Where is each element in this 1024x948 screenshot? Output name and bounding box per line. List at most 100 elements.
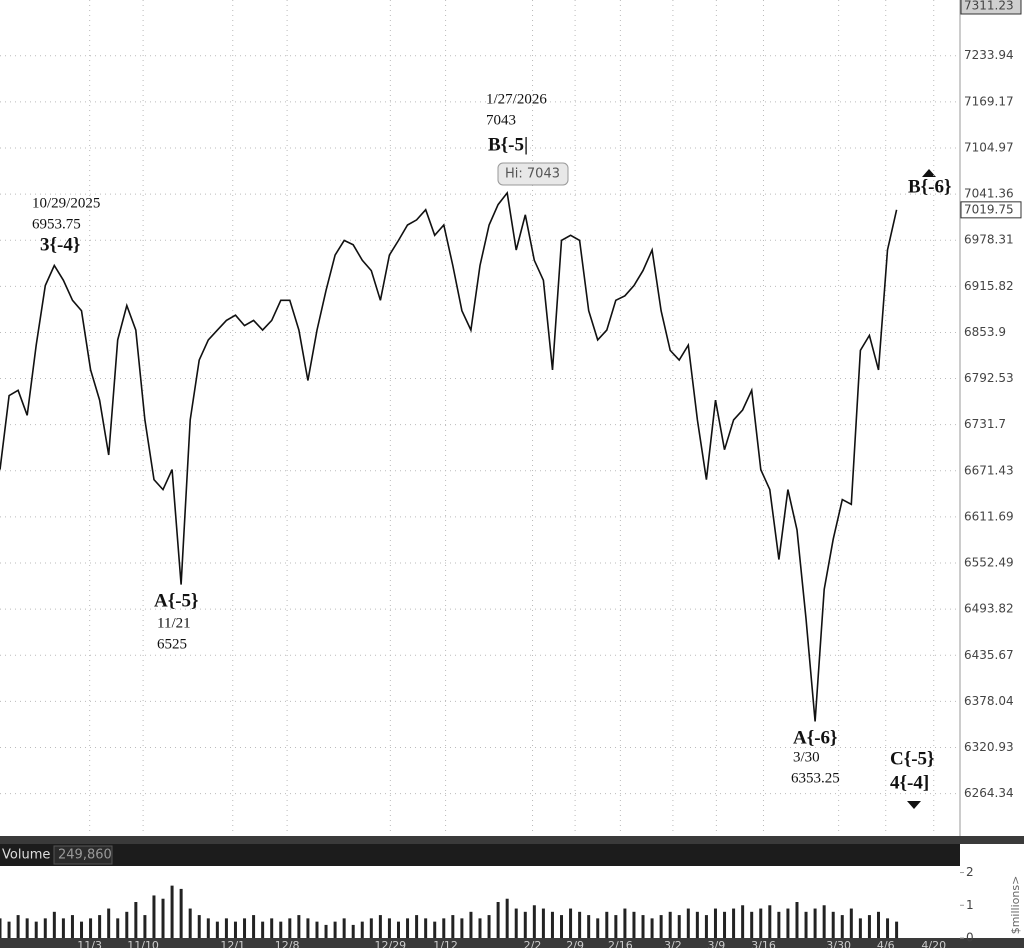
pane-separator [0,836,1024,844]
x-tick-label: 3/9 [708,939,726,948]
volume-bar [197,915,201,938]
volume-bar [713,908,717,938]
volume-bar [52,911,56,938]
x-tick-label: 12/8 [275,939,300,948]
y-tick-label: 6853.9 [964,325,1006,339]
volume-bar [858,918,862,938]
volume-bar [315,921,319,938]
volume-bar [786,908,790,938]
volume-bar [188,908,192,938]
price-marker-box [960,201,1022,219]
volume-bar [369,918,373,938]
down-arrow [907,801,921,809]
volume-bar [170,885,174,938]
volume-bar [514,908,518,938]
y-tick-label: 6671.43 [964,463,1014,477]
volume-bar [723,911,727,938]
volume-value-box [53,845,113,865]
x-tick-label: 3/16 [751,939,776,948]
volume-bar [0,918,2,938]
y-tick-label: 0 [966,931,974,945]
volume-bar [704,915,708,938]
volume-bar [569,908,573,938]
volume-bar [442,918,446,938]
volume-bar [777,911,781,938]
volume-bar [632,911,636,938]
volume-title: Volume [2,848,50,863]
volume-bar [342,918,346,938]
volume-bar [279,921,283,938]
x-tick-label: 1/12 [433,939,458,948]
volume-bar [496,902,500,938]
volume-bar [532,905,536,938]
y-tick-label: 6552.49 [964,556,1014,570]
annotation-text: 3/30 [793,749,820,765]
y-tick-label: 7104.97 [964,140,1014,154]
x-tick-label: 4/6 [877,939,895,948]
wave-label: 4{-4] [890,772,929,793]
price-marker-box [960,0,1022,15]
volume-bar [478,918,482,938]
volume-bar [297,915,301,938]
volume-bar [659,915,663,938]
y-tick-label: 1 [966,898,974,912]
y-tick-label: 6611.69 [964,509,1014,523]
volume-bar [224,918,228,938]
volume-bar [206,918,210,938]
volume-bar [25,918,29,938]
volume-bar [351,924,355,938]
up-arrow [922,169,936,177]
volume-bar [89,918,93,938]
annotation-text: 7043 [486,112,516,128]
volume-bar [677,915,681,938]
volume-bar [487,915,491,938]
volume-bar [867,915,871,938]
volume-bar [261,921,265,938]
volume-bar [43,918,47,938]
volume-bar [614,915,618,938]
volume-bar [378,915,382,938]
annotation-text: 10/29/2025 [32,195,100,211]
volume-bar [134,902,138,938]
volume-bar [840,915,844,938]
volume-bar [288,918,292,938]
volume-bar [822,905,826,938]
volume-bar [215,921,219,938]
volume-bar [505,898,509,938]
x-tick-label: 4/20 [921,939,946,948]
volume-bar [152,895,156,938]
volume-bar [80,921,84,938]
y-tick-label: 6978.31 [964,233,1014,247]
y-tick-label: 6435.67 [964,648,1014,662]
volume-header [0,844,960,866]
hi-label: Hi: 7043 [505,167,560,182]
x-tick-label: 3/30 [826,939,851,948]
x-tick-label: 12/29 [374,939,406,948]
volume-bar [895,921,899,938]
volume-bar [587,915,591,938]
volume-bar [107,908,111,938]
volume-bar [541,908,545,938]
x-tick-label: 2/2 [524,939,542,948]
volume-bar [233,921,237,938]
volume-bar [768,905,772,938]
hi-bubble [497,162,569,186]
y-tick-label: 7041.36 [964,187,1014,201]
volume-bar [795,902,799,938]
volume-bar [406,918,410,938]
volume-bar [578,911,582,938]
volume-value: 249,860 [58,848,112,863]
volume-bar [596,918,600,938]
volume-bar [813,908,817,938]
volume-bar [70,915,74,938]
volume-bar [686,908,690,938]
volume-bar [243,918,247,938]
y-tick-label: 6320.93 [964,740,1014,754]
volume-bar [886,918,890,938]
wave-label: B{-5| [488,134,528,155]
volume-bar [98,915,102,938]
x-tick-label: 12/1 [220,939,245,948]
price-marker-label: 7311.23 [964,0,1014,13]
price-line [0,190,898,722]
